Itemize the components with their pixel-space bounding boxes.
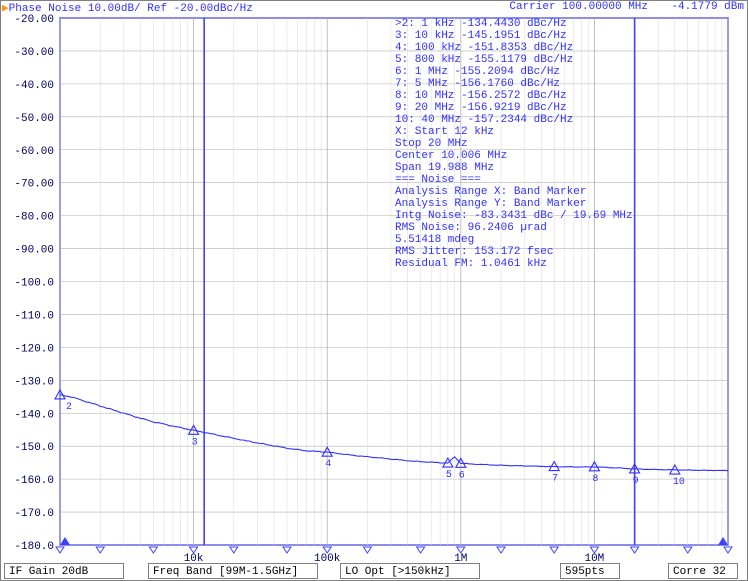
svg-text:-30.00: -30.00 <box>14 47 54 59</box>
svg-text:-140.0: -140.0 <box>14 409 54 421</box>
svg-text:100k: 100k <box>314 553 341 565</box>
status-freq-band: Freq Band [99M-1.5GHz] <box>148 563 318 579</box>
svg-text:6: 6 <box>459 470 465 481</box>
header-carrier: Carrier 100.00000 MHz <box>509 1 648 13</box>
readout-line: X: Start 12 kHz <box>395 126 494 138</box>
status-corre: Corre 32 <box>668 563 738 579</box>
status-if-gain: IF Gain 20dB <box>4 563 124 579</box>
svg-text:-160.0: -160.0 <box>14 475 54 487</box>
readout-line: Intg Noise: -83.3431 dBc / 19.69 MHz <box>395 210 633 222</box>
svg-text:-50.00: -50.00 <box>14 113 54 125</box>
readout-line: 6: 1 MHz -155.2094 dBc/Hz <box>395 66 560 78</box>
svg-text:-150.0: -150.0 <box>14 442 54 454</box>
svg-text:9: 9 <box>633 476 639 487</box>
readout-line: 8: 10 MHz -156.2572 dBc/Hz <box>395 90 567 102</box>
status-lo-opt: LO Opt [>150kHz] <box>340 563 480 579</box>
svg-text:-90.00: -90.00 <box>14 245 54 257</box>
phase-noise-chart: -20.00 -30.00 -40.00 -50.00 -60.00 -70.00 -80.… <box>0 0 748 581</box>
svg-text:-120.0: -120.0 <box>14 343 54 355</box>
svg-text:8: 8 <box>592 474 598 485</box>
svg-text:-70.00: -70.00 <box>14 179 54 191</box>
readout-line: 5.51418 mdeg <box>395 234 474 246</box>
readout-line: >2: 1 kHz -134.4430 dBc/Hz <box>395 18 567 30</box>
readout-line: Analysis Range X: Band Marker <box>395 186 586 198</box>
readout-line: 5: 800 kHz -155.1179 dBc/Hz <box>395 54 573 66</box>
svg-text:-20.00: -20.00 <box>14 14 54 26</box>
readout-line: === Noise === <box>395 174 481 186</box>
readout-line: Span 19.988 MHz <box>395 162 494 174</box>
readout-line: 7: 5 MHz -156.1760 dBc/Hz <box>395 78 560 90</box>
readout-line: 3: 10 kHz -145.1951 dBc/Hz <box>395 30 567 42</box>
readout-line: Residual FM: 1.0461 kHz <box>395 258 547 270</box>
svg-text:10: 10 <box>673 477 685 488</box>
status-pts: 595pts <box>560 563 620 579</box>
svg-text:-100.0: -100.0 <box>14 278 54 290</box>
svg-text:-180.0: -180.0 <box>14 541 54 553</box>
readout-line: 10: 40 MHz -157.2344 dBc/Hz <box>395 114 573 126</box>
svg-text:2: 2 <box>66 402 72 413</box>
readout-line: RMS Jitter: 153.172 fsec <box>395 246 553 258</box>
readout-line: 4: 100 kHz -151.8353 dBc/Hz <box>395 42 573 54</box>
svg-text:-80.00: -80.00 <box>14 212 54 224</box>
svg-text:4: 4 <box>325 459 331 470</box>
svg-text:-110.0: -110.0 <box>14 310 54 322</box>
svg-text:-40.00: -40.00 <box>14 80 54 92</box>
header-left: ▶Phase Noise 10.00dB/ Ref -20.00dBc/Hz <box>2 1 253 15</box>
svg-text:-170.0: -170.0 <box>14 508 54 520</box>
readout-line: Stop 20 MHz <box>395 138 468 150</box>
readout-line: Center 10.006 MHz <box>395 150 507 162</box>
header-power: -4.1779 dBm <box>671 1 744 13</box>
svg-text:-60.00: -60.00 <box>14 146 54 158</box>
svg-text:7: 7 <box>552 474 558 485</box>
readout-line: Analysis Range Y: Band Marker <box>395 198 586 210</box>
svg-text:3: 3 <box>192 437 198 448</box>
svg-text:-130.0: -130.0 <box>14 376 54 388</box>
readout-line: RMS Noise: 96.2406 µrad <box>395 222 547 234</box>
svg-text:5: 5 <box>446 470 452 481</box>
readout-line: 9: 20 MHz -156.9219 dBc/Hz <box>395 102 567 114</box>
